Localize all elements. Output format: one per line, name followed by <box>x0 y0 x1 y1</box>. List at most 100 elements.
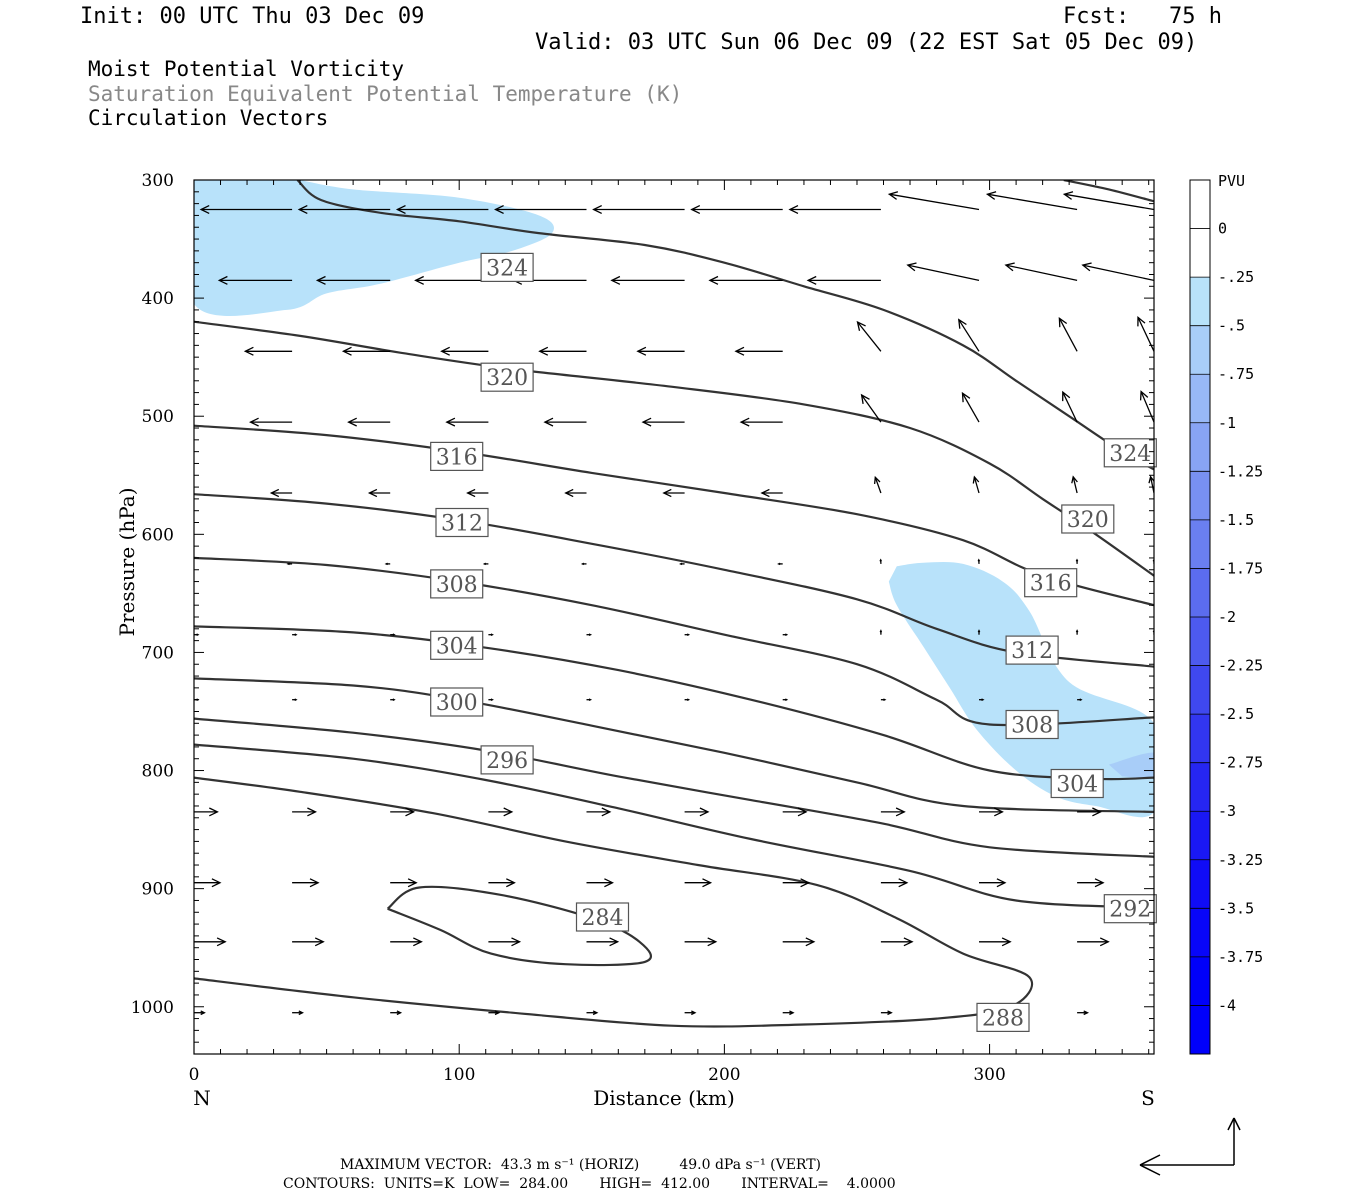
vector-arrow <box>684 807 710 817</box>
vector-arrow <box>1075 629 1079 635</box>
colorbar-level-label: -4 <box>1218 996 1236 1014</box>
vector-arrow <box>1062 390 1078 423</box>
vector-arrow <box>445 417 489 427</box>
theta-contour-320 <box>194 320 1154 577</box>
colorbar-segment <box>1190 519 1210 569</box>
vector-arrow <box>782 807 808 817</box>
pv-colorbar: PVU 0 -.25 -.5 -.75 -1 -1.25 -1.5 -1.75 -2 -2.25 -2… <box>1189 172 1263 1055</box>
vector-arrow <box>488 1010 501 1016</box>
contour-label-312: 312 <box>435 507 489 538</box>
contour-label-284: 284 <box>575 902 630 932</box>
vector-arrow <box>979 807 1004 817</box>
colorbar-segment <box>1190 180 1210 230</box>
vector-arrow <box>147 347 194 355</box>
svg-text:300: 300 <box>436 691 478 716</box>
colorbar-level-label: -3 <box>1218 802 1236 820</box>
vector-arrow <box>1077 807 1102 817</box>
field-title-pv: Moist Potential Vorticity <box>88 57 405 81</box>
vector-arrow <box>979 698 985 701</box>
vector-arrow <box>1154 808 1177 816</box>
vector-arrow <box>880 1010 893 1016</box>
vector-arrow <box>543 417 587 427</box>
vector-arrow <box>564 488 587 498</box>
svg-text:320: 320 <box>1067 508 1109 533</box>
svg-text:312: 312 <box>1011 639 1053 664</box>
vector-arrow <box>1139 390 1154 423</box>
vector-arrow <box>1154 879 1180 887</box>
vector-arrow <box>390 1010 403 1016</box>
vector-arrow <box>887 191 980 211</box>
vector-arrow <box>286 562 293 566</box>
x-tick-label: 100 <box>443 1065 475 1085</box>
colorbar-level-label: -1 <box>1218 414 1236 432</box>
vector-arrow <box>384 562 391 566</box>
vector-arrow <box>390 807 416 817</box>
vector-arrow <box>488 633 494 636</box>
colorbar-segment <box>1190 762 1210 812</box>
theta-contours <box>194 180 1154 1028</box>
vector-arrow <box>194 807 219 817</box>
theta-contour-300 <box>194 677 1154 813</box>
vector-arrow <box>199 205 293 214</box>
theta-contour-324 <box>296 180 1154 471</box>
vector-arrow <box>708 275 783 285</box>
theta-contour-284 <box>386 885 652 967</box>
vector-arrow <box>684 698 691 701</box>
vector-arrow <box>985 191 1078 211</box>
contour-label-324: 324 <box>480 252 534 282</box>
vector-arrow <box>684 878 713 888</box>
vector-arrow <box>1058 316 1078 352</box>
contour-label-288: 288 <box>976 1002 1030 1033</box>
colorbar-level-label: -2.25 <box>1218 657 1263 675</box>
vector-arrow <box>636 346 685 356</box>
contour-label-304: 304 <box>430 630 484 660</box>
theta-contour-288 <box>194 776 1034 1028</box>
colorbar-level-label: -3.5 <box>1218 899 1254 917</box>
contour-label-300: 300 <box>430 687 484 717</box>
vector-arrow <box>292 698 298 701</box>
colorbar-segment <box>1190 422 1210 472</box>
svg-text:312: 312 <box>441 512 483 537</box>
pv-shade-region-1 <box>888 561 1154 818</box>
vector-arrow <box>880 937 914 947</box>
vector-arrow <box>466 488 489 498</box>
vector-arrow <box>414 275 489 285</box>
vector-arrow <box>390 878 418 888</box>
colorbar-segment <box>1190 374 1210 424</box>
svg-text:292: 292 <box>1109 898 1151 923</box>
vector-arrow <box>347 417 391 427</box>
vector-arrow <box>806 275 881 285</box>
pv-shading <box>194 180 1154 818</box>
vector-arrow <box>341 346 391 356</box>
vector-arrow <box>1071 475 1078 494</box>
theta-contour-324 <box>1063 180 1154 203</box>
vector-arrow <box>788 205 881 214</box>
reference-vector-icon <box>1139 1117 1241 1176</box>
init-time: Init: 00 UTC Thu 03 Dec 09 <box>80 4 425 29</box>
plot-axes: 0 100 200 300 300 400 500 600 700 800 900 1000 Dista… <box>115 171 1155 1110</box>
svg-text:308: 308 <box>1011 714 1053 739</box>
vector-arrow <box>856 320 882 352</box>
colorbar-level-label: -2 <box>1218 608 1236 626</box>
contour-label-320: 320 <box>1061 504 1115 534</box>
colorbar-segment <box>1190 665 1210 715</box>
theta-contour-292 <box>194 743 1154 909</box>
theta-contour-304 <box>194 625 1154 781</box>
vector-arrow <box>367 488 391 498</box>
colorbar-level-label: -.25 <box>1218 268 1254 286</box>
vector-arrow <box>684 937 718 947</box>
contour-label-316: 316 <box>1024 568 1078 598</box>
vector-arrow <box>879 629 883 635</box>
vector-arrow <box>121 277 194 285</box>
vector-arrow <box>1004 262 1078 282</box>
vector-arrow <box>292 633 298 636</box>
vector-arrow <box>739 417 783 427</box>
vector-arrow <box>315 275 391 285</box>
vector-arrow <box>292 937 325 947</box>
y-tick-label: 900 <box>142 880 174 900</box>
vector-arrow <box>782 633 789 636</box>
vector-arrow <box>269 488 293 498</box>
colorbar-segment <box>1190 811 1210 861</box>
svg-text:308: 308 <box>436 573 478 598</box>
vector-arrow <box>482 562 489 566</box>
